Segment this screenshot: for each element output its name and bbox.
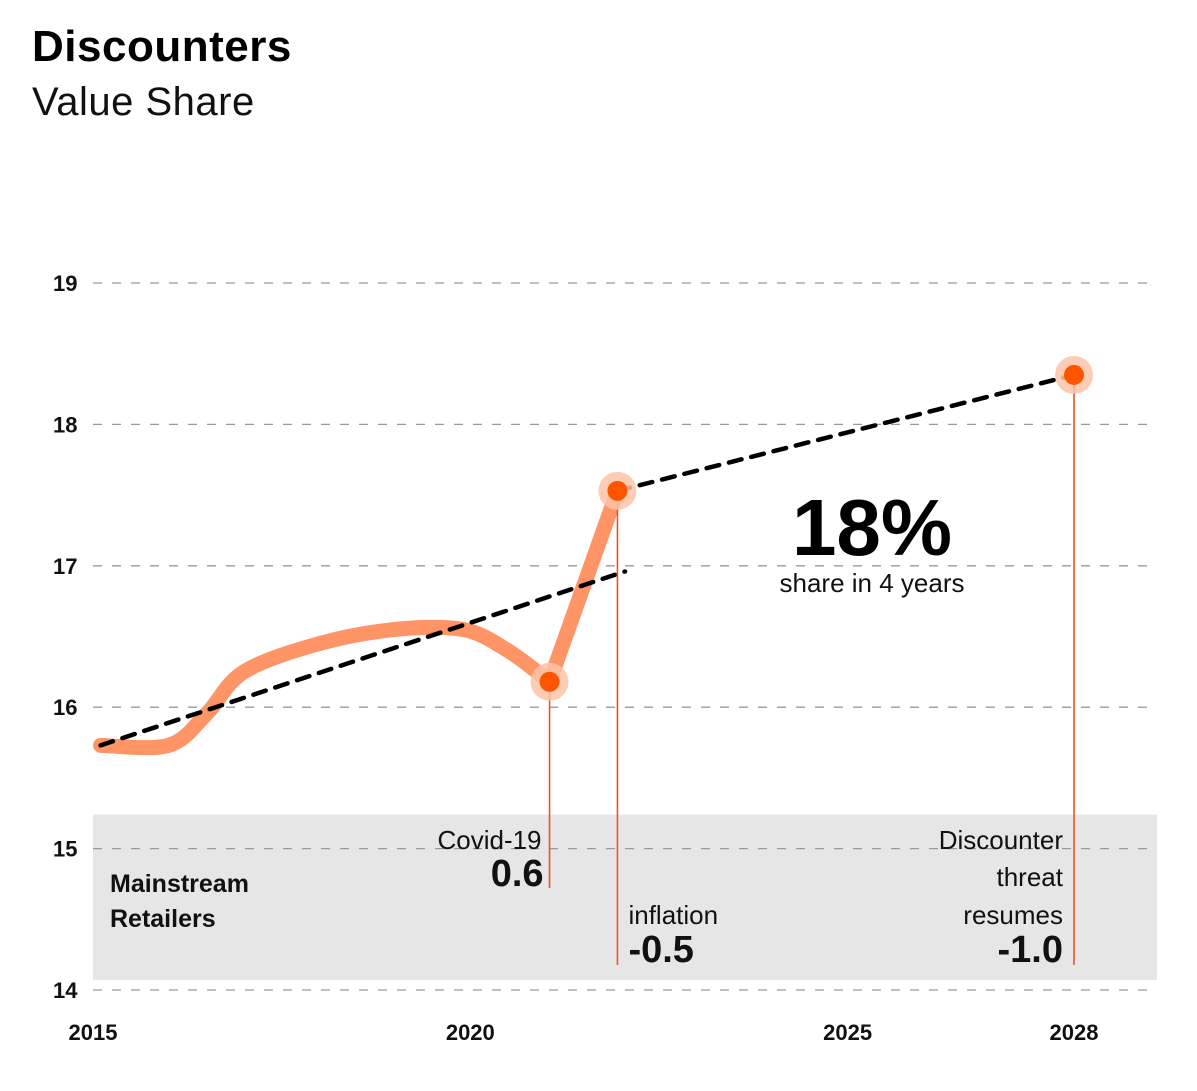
x-tick-2020: 2020 <box>446 1020 495 1045</box>
chart-title: Discounters <box>32 22 292 71</box>
headline-text: share in 4 years <box>780 568 965 598</box>
highlight-point-0 <box>539 671 560 692</box>
annotation-discounter-label-2: resumes <box>963 900 1063 930</box>
band-label-line1: Mainstream <box>110 870 249 898</box>
headline-value: 18% <box>792 483 952 572</box>
annotation-discounter-label-1: threat <box>996 862 1063 892</box>
annotation-inflation-value: -0.5 <box>628 929 693 971</box>
x-tick-2025: 2025 <box>823 1020 872 1045</box>
y-tick-17: 17 <box>53 554 77 579</box>
x-tick-2015: 2015 <box>69 1020 118 1045</box>
mainstream-band <box>93 814 1157 981</box>
annotation-discounter-value: -1.0 <box>998 929 1063 971</box>
y-tick-15: 15 <box>53 837 77 862</box>
y-tick-19: 19 <box>53 271 77 296</box>
annotation-covid-label: Covid-19 <box>437 825 541 855</box>
annotation-inflation-label: inflation <box>628 900 718 930</box>
annotation-covid-value: 0.6 <box>491 853 544 895</box>
y-tick-14: 14 <box>53 978 78 1003</box>
highlight-point-1 <box>607 480 628 501</box>
trend-line-1 <box>98 569 628 748</box>
value-share-line <box>93 483 625 756</box>
band-label-line2: Retailers <box>110 905 216 933</box>
trend-line-2 <box>615 372 1077 494</box>
y-tick-16: 16 <box>53 695 77 720</box>
x-tick-2028: 2028 <box>1050 1020 1099 1045</box>
chart-subtitle: Value Share <box>32 80 255 124</box>
y-tick-18: 18 <box>53 412 77 437</box>
highlight-point-2 <box>1063 364 1084 385</box>
annotation-discounter-label-0: Discounter <box>939 825 1064 855</box>
